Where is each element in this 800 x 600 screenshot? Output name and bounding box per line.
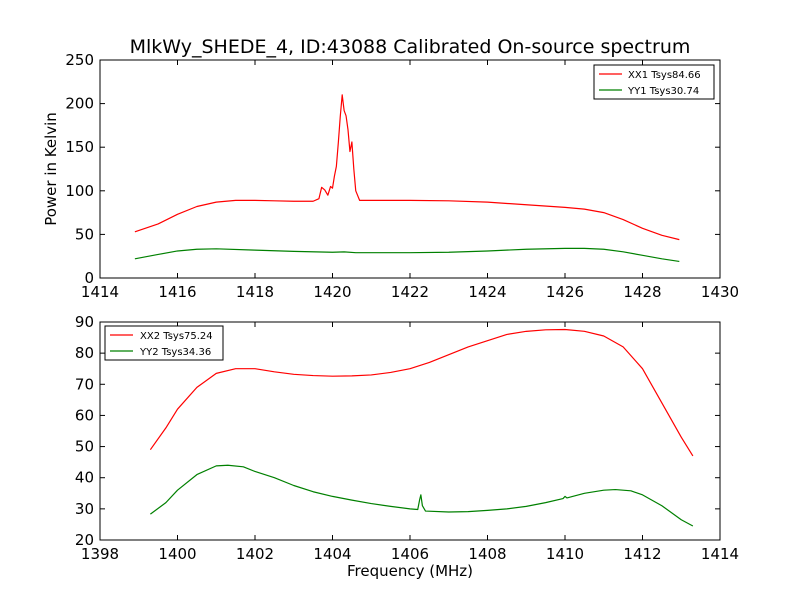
bottom-x-tick-label: 1414 — [701, 545, 739, 563]
top-plot: 1414 1416 1418 1420 1422 1424 1426 1428 1430 0 50 1… — [42, 51, 739, 301]
top-x-tick-label: 1420 — [313, 283, 351, 301]
top-series-line-0 — [134, 94, 680, 241]
top-y-tick-label: 50 — [75, 225, 94, 243]
figure-title: MlkWy_SHEDE_4, ID:43088 Calibrated On-so… — [130, 36, 691, 58]
top-y-tick-label: 250 — [65, 51, 94, 69]
bottom-y-tick-label: 60 — [75, 406, 94, 424]
bottom-y-tick-label: 90 — [75, 313, 94, 331]
top-x-tick-label: 1430 — [701, 283, 739, 301]
legend-label-yy1: YY1 Tsys30.74 — [627, 86, 699, 97]
legend-label-xx2: XX2 Tsys75.24 — [140, 331, 213, 342]
top-y-tick-label: 200 — [65, 95, 94, 113]
bottom-x-tick-label: 1402 — [236, 545, 274, 563]
bottom-y-tick-label: 20 — [75, 531, 94, 549]
bottom-x-tick-label: 1410 — [546, 545, 584, 563]
bottom-x-tick-label: 1404 — [313, 545, 351, 563]
top-x-tick-label: 1422 — [391, 283, 429, 301]
top-x-tick-label: 1416 — [158, 283, 196, 301]
bottom-plot: 1398 1400 1402 1404 1406 1408 1410 1412 1414 20 30… — [75, 313, 739, 580]
bottom-legend-box — [104, 325, 224, 361]
top-plot-ylabel: Power in Kelvin — [42, 112, 60, 226]
top-x-tick-label: 1418 — [236, 283, 274, 301]
legend-label-xx1: XX1 Tsys84.66 — [628, 70, 701, 81]
bottom-series-line-1 — [150, 464, 694, 527]
bottom-plot-xlabel: Frequency (MHz) — [347, 562, 473, 580]
legend-label-yy2: YY2 Tsys34.36 — [139, 347, 211, 358]
top-legend-box — [593, 64, 715, 100]
bottom-series-line-0 — [149, 328, 694, 457]
top-legend: XX1 Tsys84.66 YY1 Tsys30.74 — [593, 64, 715, 100]
top-series-line-1 — [134, 247, 680, 263]
top-x-tick-label: 1426 — [546, 283, 584, 301]
bottom-x-tick-label: 1406 — [391, 545, 429, 563]
bottom-x-tick-label: 1412 — [623, 545, 661, 563]
bottom-legend: XX2 Tsys75.24 YY2 Tsys34.36 — [104, 325, 224, 361]
bottom-y-tick-label: 80 — [75, 344, 94, 362]
bottom-x-tick-label: 1408 — [468, 545, 506, 563]
bottom-y-tick-label: 70 — [75, 375, 94, 393]
bottom-y-tick-label: 40 — [75, 469, 94, 487]
top-y-tick-label: 150 — [65, 138, 94, 156]
top-y-tick-label: 0 — [84, 269, 94, 287]
top-x-tick-label: 1428 — [623, 283, 661, 301]
top-x-tick-label: 1424 — [468, 283, 506, 301]
bottom-y-tick-label: 50 — [75, 438, 94, 456]
top-x-tick-label: 1414 — [81, 283, 119, 301]
bottom-y-tick-label: 30 — [75, 500, 94, 518]
bottom-x-tick-label: 1400 — [158, 545, 196, 563]
bottom-x-tick-label: 1398 — [81, 545, 119, 563]
top-y-tick-label: 100 — [65, 182, 94, 200]
